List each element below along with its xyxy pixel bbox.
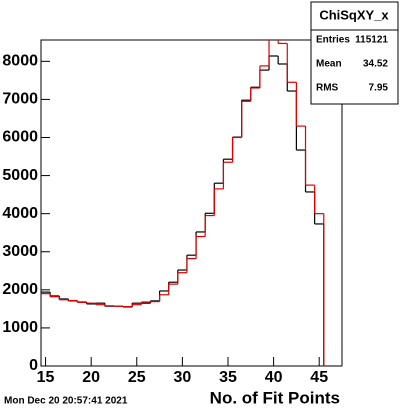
x-axis-title: No. of Fit Points [210, 388, 340, 407]
x-tick-label: 15 [37, 369, 55, 386]
x-tick-label: 45 [310, 369, 328, 386]
stats-value: 115121 [355, 35, 388, 46]
y-tick-label: 8000 [2, 53, 38, 70]
y-tick-label: 7000 [2, 91, 38, 108]
timestamp: Mon Dec 20 20:57:41 2021 [4, 396, 128, 407]
stats-box: ChiSqXY_x Entries 115121 Mean 34.52 RMS 7.95 [310, 1, 399, 105]
x-tick-label: 25 [128, 369, 146, 386]
stats-title: ChiSqXY_x [319, 7, 389, 22]
y-tick-label: 2000 [2, 281, 38, 298]
stats-frame [310, 1, 399, 105]
x-tick-label: 30 [173, 369, 191, 386]
stats-value: 34.52 [363, 59, 388, 70]
y-tick-label: 3000 [2, 243, 38, 260]
x-tick-label: 35 [219, 369, 237, 386]
axes: 0 1000 2000 3000 4000 5000 6000 7000 8000 15 20 25 3… [2, 53, 328, 387]
y-tick-label: 5000 [2, 167, 38, 184]
y-tick-label: 6000 [2, 129, 38, 146]
stats-value: 7.95 [369, 83, 389, 94]
stats-label: Mean [316, 59, 342, 70]
y-tick-label: 4000 [2, 205, 38, 222]
stats-label: Entries [316, 35, 350, 46]
plot-area [41, 40, 342, 366]
x-tick-label: 40 [265, 369, 283, 386]
y-tick-label: 0 [29, 357, 38, 374]
stats-label: RMS [316, 83, 339, 94]
x-tick-label: 20 [82, 369, 100, 386]
y-tick-label: 1000 [2, 319, 38, 336]
plot-frame [40, 39, 343, 367]
